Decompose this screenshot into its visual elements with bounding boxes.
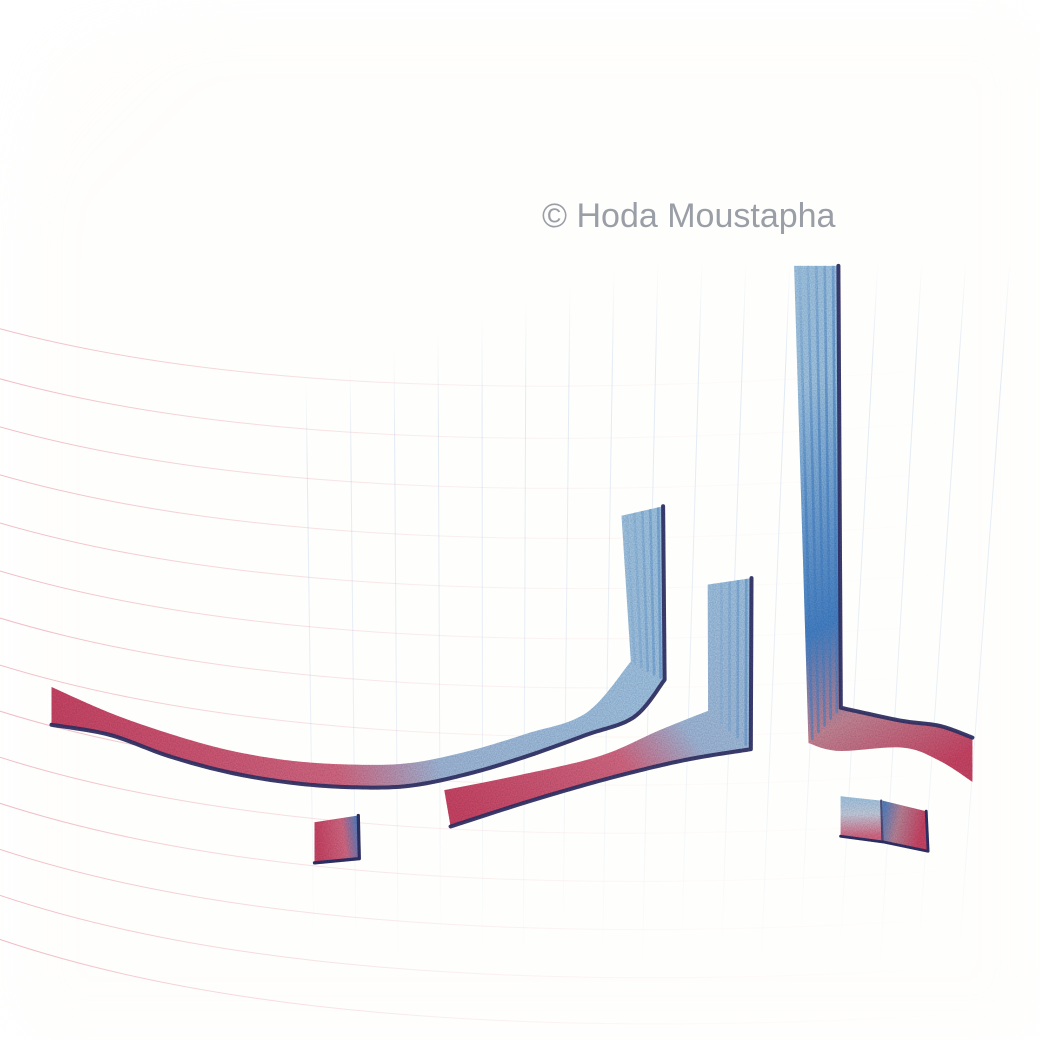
svg-text:© Hoda Moustapha: © Hoda Moustapha [542, 197, 836, 235]
